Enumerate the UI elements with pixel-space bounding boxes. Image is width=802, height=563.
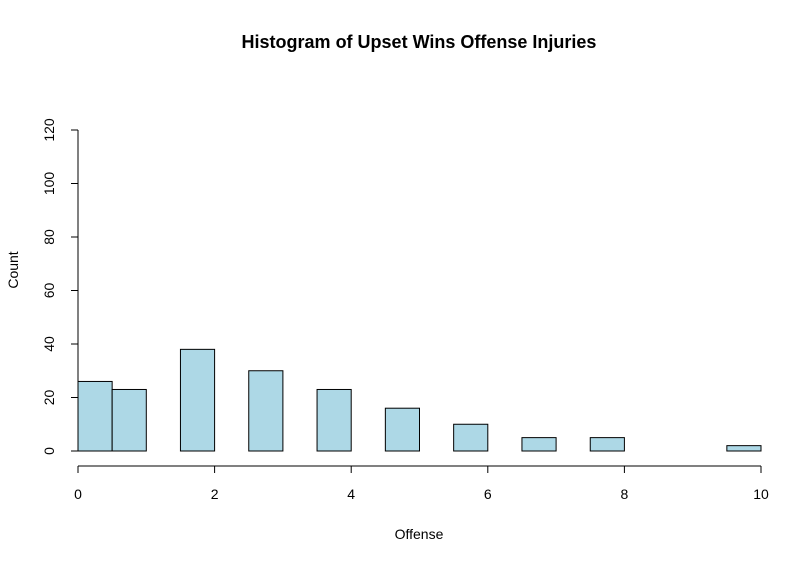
chart-title: Histogram of Upset Wins Offense Injuries xyxy=(242,32,597,52)
y-axis-label: Count xyxy=(5,251,21,288)
y-tick-label-60: 60 xyxy=(41,283,57,299)
histogram-bar-2 xyxy=(179,348,216,452)
x-tick-label-0: 0 xyxy=(74,486,82,502)
x-tick-label-6: 6 xyxy=(484,486,492,502)
x-axis: 0 2 4 6 8 10 xyxy=(74,465,769,502)
x-tick-label-4: 4 xyxy=(347,486,355,502)
histogram-bar-6 xyxy=(453,423,489,452)
x-tick-label-10: 10 xyxy=(753,486,769,502)
histogram-bar-4 xyxy=(316,388,352,452)
y-tick-label-0: 0 xyxy=(41,447,57,455)
histogram-bar-3 xyxy=(248,370,284,452)
y-tick-label-20: 20 xyxy=(41,390,57,406)
x-axis-label: Offense xyxy=(395,526,444,542)
histogram-bar-1 xyxy=(111,388,147,452)
bars-group xyxy=(77,348,762,452)
x-tick-label-2: 2 xyxy=(211,486,219,502)
x-tick-label-8: 8 xyxy=(621,486,629,502)
histogram-bar-0 xyxy=(77,380,113,452)
histogram-bar-8 xyxy=(589,437,625,452)
histogram-bar-5 xyxy=(384,407,421,452)
y-axis: 0 20 40 60 80 100 120 xyxy=(41,118,79,455)
y-tick-label-100: 100 xyxy=(41,172,57,196)
y-tick-label-120: 120 xyxy=(41,118,57,142)
histogram-bar-9 xyxy=(726,445,762,452)
histogram-bar-7 xyxy=(521,437,557,452)
y-tick-label-40: 40 xyxy=(41,336,57,352)
y-tick-label-80: 80 xyxy=(41,229,57,245)
